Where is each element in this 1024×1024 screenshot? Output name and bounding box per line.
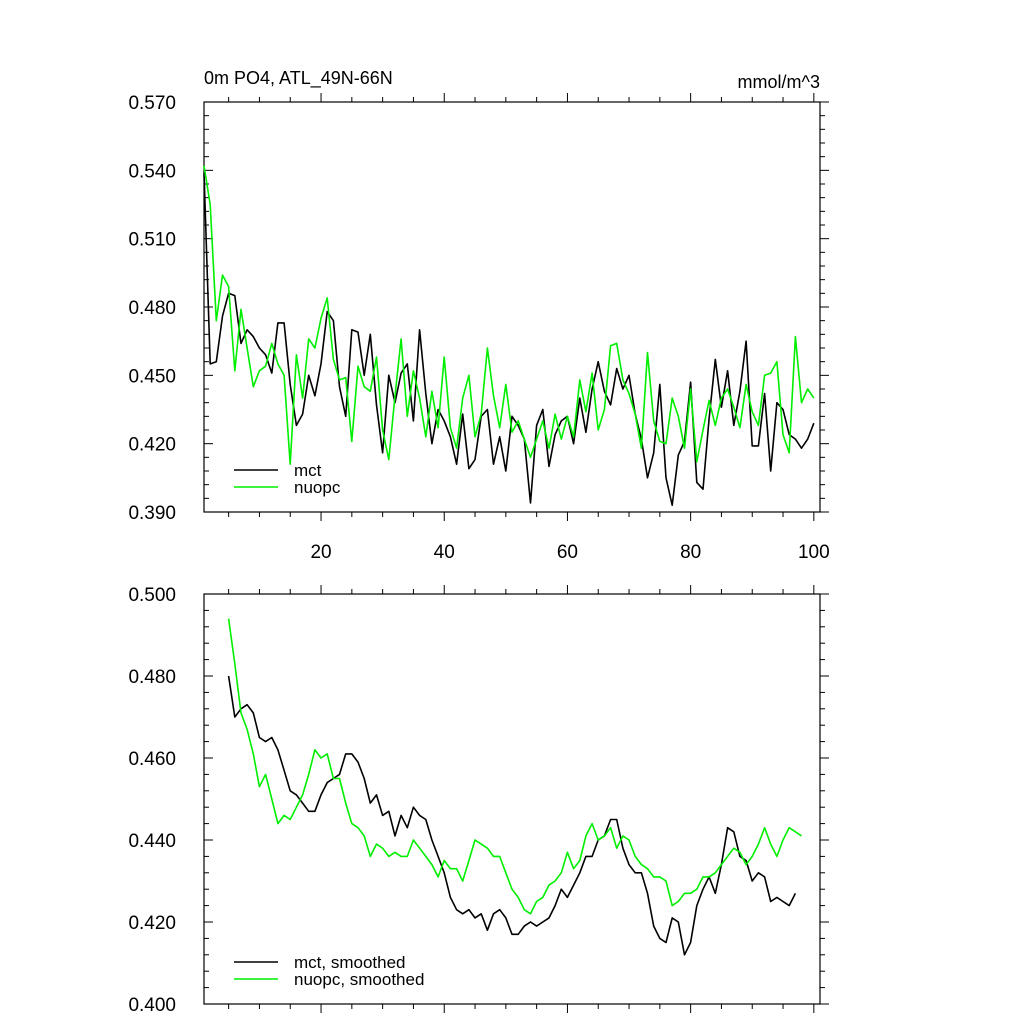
y-tick-label: 0.500	[128, 585, 176, 606]
y-tick-label: 0.540	[128, 161, 176, 182]
units-label: mmol/m^3	[738, 72, 820, 92]
x-tick-label: 40	[434, 542, 455, 563]
y-tick-label: 0.440	[128, 831, 176, 852]
legend-label: mct	[294, 461, 322, 480]
top-panel-chart: 0m PO4, ATL_49N-66N mmol/m^3 0.390 0.420 0…	[128, 68, 829, 563]
x-tick-label: 80	[680, 542, 701, 563]
legend-label: mct, smoothed	[294, 953, 406, 972]
y-tick-label: 0.480	[128, 298, 176, 319]
y-tick-label: 0.390	[128, 503, 176, 524]
y-tick-label: 0.480	[128, 667, 176, 688]
y-tick-label: 0.450	[128, 366, 176, 387]
series-line-mct	[203, 172, 815, 507]
x-tick-label: 100	[798, 542, 830, 563]
legend-label: nuopc, smoothed	[294, 970, 424, 989]
series-line-nuopc	[203, 165, 815, 466]
bottom-panel-chart: 0.400 0.420 0.440 0.460 0.480 0.500 mct, smoot…	[128, 585, 829, 1016]
y-tick-label: 0.400	[128, 995, 176, 1016]
legend-label: nuopc	[294, 478, 341, 497]
y-tick-label: 0.420	[128, 435, 176, 456]
series-line-nuopc-smoothed	[227, 618, 802, 915]
chart-title: 0m PO4, ATL_49N-66N	[204, 68, 393, 89]
x-tick-label: 20	[310, 542, 331, 563]
y-tick-label: 0.570	[128, 93, 176, 114]
plot-frame	[203, 593, 821, 1005]
x-tick-label: 60	[557, 542, 578, 563]
y-tick-label: 0.510	[128, 230, 176, 251]
y-tick-label: 0.420	[128, 913, 176, 934]
y-tick-label: 0.460	[128, 749, 176, 770]
series-line-mct-smoothed	[227, 675, 797, 956]
